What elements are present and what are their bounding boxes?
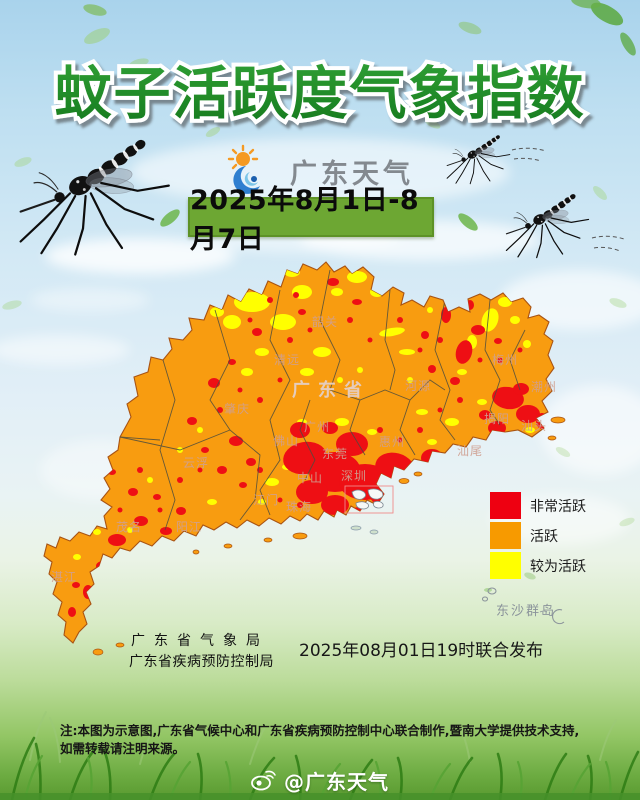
- city-name-label: 云浮: [183, 456, 209, 470]
- watermark-text: @广东天气: [284, 769, 389, 794]
- legend-item-active: 活跃: [490, 522, 620, 549]
- legend-item-very-active: 非常活跃: [490, 492, 620, 519]
- hongkong-sketch: [344, 485, 394, 514]
- legend-item-somewhat-active: 较为活跃: [490, 552, 620, 579]
- city-name-label: 梅州: [492, 352, 518, 367]
- mosquito-icon: [505, 192, 625, 259]
- brand-logo: 广东天气: [0, 140, 640, 202]
- legend-swatch-yellow: [490, 552, 521, 579]
- publisher-cdc-bureau: 广东省疾病预防控制局: [129, 654, 274, 670]
- city-name-label: 中山: [297, 470, 323, 485]
- legend-label: 非常活跃: [530, 498, 586, 515]
- city-name-label: 广州: [304, 420, 330, 434]
- city-name-label: 惠州: [379, 435, 405, 449]
- city-name-label: 江门: [253, 492, 279, 507]
- islands: [92, 416, 566, 656]
- city-boundaries: [119, 269, 526, 531]
- map-legend: 非常活跃 活跃 较为活跃: [490, 492, 620, 582]
- footnote: 注:本图为示意图,广东省气候中心和广东省疾病预防控制中心联合制作,暨南大学提供技…: [60, 722, 600, 758]
- legend-swatch-orange: [490, 522, 521, 549]
- city-name-label: 清远: [274, 353, 300, 367]
- dongsha-atoll-sketch: [481, 587, 565, 625]
- mosquito-icon: [446, 133, 547, 185]
- city-name-label: 东莞: [322, 447, 348, 461]
- city-name-label: 河源: [405, 379, 431, 393]
- footnote-line2: 如需转载请注明来源。: [60, 741, 186, 756]
- grass-decoration: [0, 711, 640, 800]
- legend-swatch-red: [490, 492, 521, 519]
- sun-typhoon-logo-icon: [227, 144, 260, 194]
- city-name-label: 揭阳: [484, 411, 510, 426]
- city-name-label: 潮州: [531, 379, 557, 394]
- city-name-label: 珠海: [286, 499, 312, 514]
- weibo-icon: [251, 770, 276, 791]
- city-name-label: 茂名: [116, 519, 142, 534]
- city-name-label: 韶关: [312, 314, 338, 329]
- yellow-zones: [73, 267, 535, 560]
- page-title: 蚊子活跃度气象指数: [55, 61, 586, 127]
- city-name-label: 深圳: [341, 469, 367, 483]
- date-banner: 2025年8月1日-8月7日: [188, 185, 434, 255]
- brand-logo-text: 广东天气: [290, 158, 414, 190]
- legend-label: 较为活跃: [530, 558, 586, 575]
- leaf-decorations: [2, 0, 636, 592]
- city-name-label: 阳江: [176, 520, 202, 534]
- city-name-label: 湛江: [51, 570, 77, 584]
- footnote-line1: 注:本图为示意图,广东省气候中心和广东省疾病预防控制中心联合制作,暨南大学提供技…: [60, 723, 580, 738]
- city-name-label: 汕头: [521, 419, 547, 433]
- date-range: 2025年8月1日-8月7日: [190, 185, 420, 255]
- province-name-label: 广东省: [292, 379, 370, 401]
- city-name-label: 汕尾: [457, 444, 483, 458]
- legend-label: 活跃: [530, 528, 558, 545]
- city-name-label: 佛山: [273, 434, 299, 448]
- city-name-label: 肇庆: [224, 401, 250, 416]
- watermark: @广东天气: [0, 764, 640, 796]
- dongsha-islands-label: 东沙群岛: [496, 604, 557, 619]
- publisher-meteo-bureau: 广东省气象局: [131, 633, 269, 649]
- release-time: 2025年08月01日19时联合发布: [299, 641, 544, 661]
